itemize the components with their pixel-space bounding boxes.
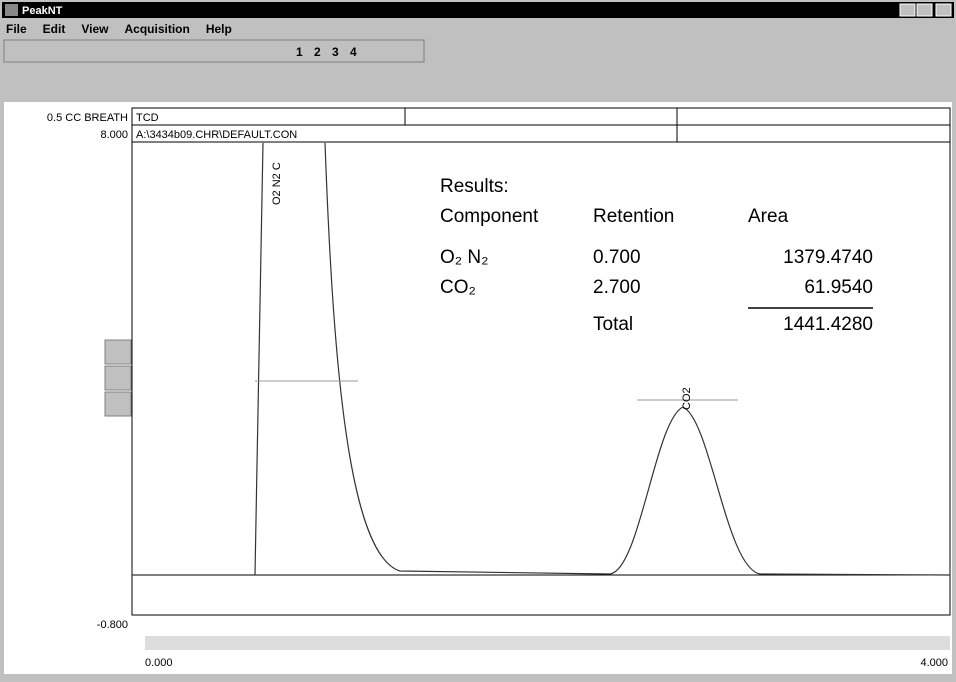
toolbar-frame	[3, 39, 425, 63]
file-path: A:\3434b09.CHR\DEFAULT.CON	[136, 129, 297, 141]
channel-button[interactable]: 1	[296, 45, 303, 59]
sample-name: 0.5 CC BREATH	[47, 112, 128, 124]
result-cell: CO₂	[440, 277, 476, 298]
column-header: Area	[748, 206, 789, 227]
x-max-label: 4.000	[920, 657, 948, 669]
header-grid	[131, 107, 951, 616]
app-icon	[5, 4, 18, 16]
window-controls[interactable]	[899, 3, 952, 17]
minimize-button[interactable]	[899, 3, 916, 17]
results-table: Results: Component Retention Area O₂ N₂ 0.700…	[440, 176, 873, 335]
chromatogram-trace	[132, 142, 951, 576]
peak-label: O2 N2 C	[271, 162, 283, 205]
zoom-out-button[interactable]	[104, 391, 132, 417]
column-header: Component	[440, 206, 539, 227]
menu-item[interactable]: View	[81, 22, 109, 36]
channel-button[interactable]: 4	[350, 45, 357, 59]
column-header: Retention	[593, 206, 674, 227]
menu-item[interactable]: Acquisition	[124, 22, 189, 36]
menu-item[interactable]: Edit	[43, 22, 66, 36]
chromatogram-area	[4, 102, 952, 674]
menu-bar: File Edit View Acquisition Help	[6, 22, 232, 36]
results-title: Results:	[440, 176, 509, 197]
scrollbar[interactable]	[145, 636, 950, 650]
menu-item[interactable]: File	[6, 22, 27, 36]
result-cell: 1379.4740	[783, 247, 873, 268]
peak-width-markers	[255, 380, 738, 401]
channel-button[interactable]: 2	[314, 45, 321, 59]
result-cell: 0.700	[593, 247, 641, 268]
zoom-reset-button[interactable]	[104, 365, 132, 391]
y-max-label: 8.000	[100, 129, 128, 141]
channel-button[interactable]: 3	[332, 45, 339, 59]
plot-frame	[131, 141, 951, 616]
x-min-label: 0.000	[145, 657, 173, 669]
maximize-button[interactable]	[916, 3, 933, 17]
peak-label: CO2	[681, 387, 693, 410]
zoom-buttons[interactable]	[104, 339, 132, 417]
menu-item[interactable]: Help	[206, 22, 232, 36]
total-value: 1441.4280	[783, 314, 873, 335]
result-cell: 2.700	[593, 277, 641, 298]
detector: TCD	[136, 112, 159, 124]
window-title: PeakNT	[22, 5, 63, 17]
close-button[interactable]	[935, 3, 952, 17]
y-min-label: -0.800	[97, 619, 128, 631]
zoom-in-button[interactable]	[104, 339, 132, 365]
total-label: Total	[593, 314, 633, 335]
result-cell: O₂ N₂	[440, 247, 489, 268]
title-bar	[2, 2, 954, 18]
result-cell: 61.9540	[804, 277, 873, 298]
